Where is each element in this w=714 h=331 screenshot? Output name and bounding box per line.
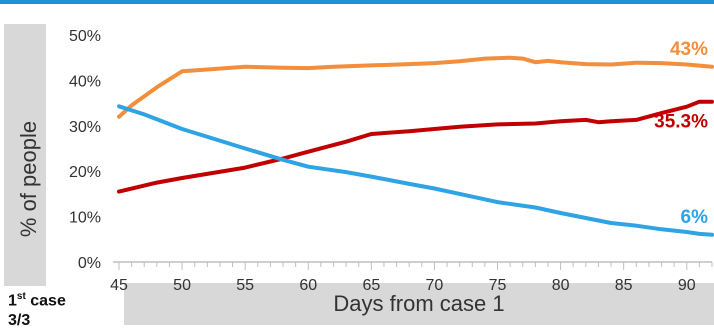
y-tick-label: 30% — [69, 119, 101, 136]
y-axis-label-box: % of people — [4, 24, 46, 286]
x-tick-label: 65 — [362, 277, 380, 294]
y-tick-label: 20% — [69, 164, 101, 181]
x-tick-label: 70 — [426, 277, 444, 294]
series-line-1 — [117, 55, 714, 119]
case-note: 1st case 3/3 — [8, 287, 118, 331]
x-axis-label-box: Days from case 1 — [124, 283, 714, 325]
series-line-3 — [117, 104, 714, 237]
top-accent-rule — [0, 0, 714, 4]
x-tick-label: 85 — [615, 277, 633, 294]
series-end-label-3: 6% — [681, 207, 709, 228]
x-tick-label: 50 — [173, 277, 191, 294]
x-tick-label: 55 — [236, 277, 254, 294]
case-note-suffix: case — [25, 292, 66, 310]
x-tick-label: 45 — [110, 277, 128, 294]
x-tick-label: 60 — [299, 277, 317, 294]
case-note-line1: 1st case — [8, 287, 118, 311]
y-tick-label: 10% — [69, 210, 101, 227]
series-line-2 — [117, 99, 714, 194]
y-tick-label: 50% — [69, 28, 101, 45]
case-note-line2: 3/3 — [8, 312, 31, 330]
x-tick-label: 90 — [678, 277, 696, 294]
x-tick-label: 80 — [552, 277, 570, 294]
series-end-label-1: 43% — [670, 39, 708, 60]
y-tick-label: 0% — [78, 255, 101, 272]
x-axis-label: Days from case 1 — [333, 291, 505, 316]
y-tick-label: 40% — [69, 73, 101, 90]
case-note-prefix: 1 — [8, 292, 17, 310]
case-note-sup: st — [16, 291, 26, 302]
x-tick-label: 75 — [489, 277, 507, 294]
series-end-label-2: 35.3% — [654, 112, 708, 133]
